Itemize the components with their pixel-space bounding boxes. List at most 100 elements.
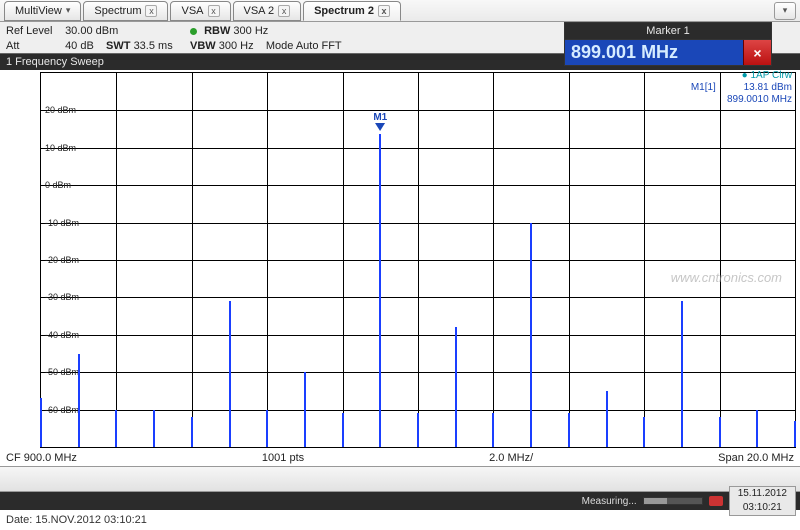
att: Att 40 dB SWT 33.5 ms <box>6 39 186 54</box>
marker-dbm: 13.81 dBm <box>744 82 792 93</box>
spectrum-spike <box>266 410 268 447</box>
mode-value: Auto FFT <box>296 40 342 52</box>
spectrum-spike <box>530 223 532 447</box>
spectrum-spike <box>115 410 117 447</box>
coupled-indicator-icon <box>190 28 197 35</box>
gridline-vertical <box>192 73 193 447</box>
gridline-vertical <box>493 73 494 447</box>
step: 2.0 MHz/ <box>489 452 533 464</box>
close-icon[interactable]: x <box>208 5 220 17</box>
marker-label: M1[1] <box>691 82 716 93</box>
spectrum-spike <box>794 421 796 447</box>
y-axis-label: 20 dBm <box>45 105 76 115</box>
gridline-vertical <box>644 73 645 447</box>
mode-label: Mode <box>266 40 294 52</box>
gridline-vertical <box>343 73 344 447</box>
tab-spectrum[interactable]: Spectrum x <box>83 1 168 21</box>
spectrum-spike <box>492 413 494 447</box>
marker-body: 899.001 MHz × <box>564 40 772 66</box>
gridline-vertical <box>569 73 570 447</box>
ref-level-label: Ref Level <box>6 24 62 39</box>
datetime: 15.11.2012 03:10:21 <box>729 486 796 516</box>
y-axis-label: -30 dBm <box>45 292 79 302</box>
gridline-vertical <box>720 73 721 447</box>
tab-label: MultiView <box>15 5 62 17</box>
measure-progress <box>643 497 703 505</box>
spectrum-spike <box>643 417 645 447</box>
marker-close-button[interactable]: × <box>743 40 771 65</box>
tab-vsa[interactable]: VSA x <box>170 1 230 21</box>
trace-mode: ● 1AP Clrw <box>691 70 792 82</box>
att-value: 40 dB <box>65 40 94 52</box>
y-axis-label: 0 dBm <box>45 180 71 190</box>
swt-value: 33.5 ms <box>134 40 173 52</box>
y-axis-label: -10 dBm <box>45 218 79 228</box>
x-axis-info: CF 900.0 MHz 1001 pts 2.0 MHz/ Span 20.0… <box>6 452 794 464</box>
footer-date: Date: 15.NOV.2012 03:10:21 <box>0 510 800 530</box>
status-time: 03:10:21 <box>738 501 787 515</box>
status-bar: Measuring... 15.11.2012 03:10:21 <box>0 492 800 510</box>
rbw-label: RBW <box>204 25 230 37</box>
ref-level-value: 30.00 dBm <box>65 25 118 37</box>
spectrum-spike <box>455 327 457 447</box>
ref-level: Ref Level 30.00 dBm <box>6 24 186 39</box>
marker-triangle-icon <box>375 123 385 131</box>
marker-panel[interactable]: Marker 1 899.001 MHz × <box>564 22 772 66</box>
network-icon <box>709 496 723 506</box>
tab-vsa2[interactable]: VSA 2 x <box>233 1 302 21</box>
tab-bar: MultiView ▾ Spectrum x VSA x VSA 2 x Spe… <box>0 0 800 22</box>
chevron-down-icon: ▾ <box>66 5 71 16</box>
close-icon[interactable]: x <box>145 5 157 17</box>
marker-title: Marker 1 <box>564 22 772 40</box>
spectrum-spike <box>78 354 80 448</box>
tab-label: VSA 2 <box>244 5 275 17</box>
tab-label: Spectrum <box>94 5 141 17</box>
y-axis-label: -50 dBm <box>45 367 79 377</box>
gridline-vertical <box>418 73 419 447</box>
y-axis-label: -60 dBm <box>45 405 79 415</box>
points: 1001 pts <box>262 452 304 464</box>
measuring-label: Measuring... <box>582 496 637 507</box>
marker-m1[interactable]: M1 <box>373 112 387 131</box>
swt-label: SWT <box>106 40 130 52</box>
marker-label: M1 <box>373 112 387 123</box>
rbw-value: 300 Hz <box>233 25 268 37</box>
spectrum-spike <box>379 134 381 447</box>
watermark: www.cntronics.com <box>671 270 782 285</box>
spectrum-chart: 20 dBm 10 dBm 0 dBm -10 dBm -20 dBm -30 dBm -4… <box>0 70 800 466</box>
status-date: 15.11.2012 <box>738 487 787 501</box>
y-axis-label: 10 dBm <box>45 143 76 153</box>
marker-freq: 899.0010 MHz <box>691 94 792 106</box>
y-axis-label: -20 dBm <box>45 255 79 265</box>
close-icon[interactable]: x <box>278 5 290 17</box>
spectrum-spike <box>681 301 683 447</box>
rbw: RBW 300 Hz <box>190 24 350 39</box>
progress-fill <box>644 498 667 504</box>
vbw-value: 300 Hz <box>219 40 254 52</box>
spectrum-spike <box>40 398 42 447</box>
spectrum-spike <box>229 301 231 447</box>
tabs-dropdown-button[interactable]: ▾ <box>774 2 796 20</box>
marker-value[interactable]: 899.001 MHz <box>565 40 743 65</box>
spectrum-spike <box>756 410 758 447</box>
vbw: VBW 300 Hz Mode Auto FFT <box>190 39 350 54</box>
att-label: Att <box>6 39 62 54</box>
tab-spectrum2[interactable]: Spectrum 2 x <box>303 1 401 21</box>
empty <box>354 24 534 39</box>
vbw-label: VBW <box>190 40 216 52</box>
gridline-vertical <box>267 73 268 447</box>
spectrum-spike <box>342 413 344 447</box>
tab-label: Spectrum 2 <box>314 5 374 17</box>
spectrum-spike <box>153 410 155 447</box>
spectrum-spike <box>719 417 721 447</box>
tab-label: VSA <box>181 5 203 17</box>
chevron-down-icon: ▾ <box>783 5 788 16</box>
spectrum-spike <box>606 391 608 447</box>
chart-grid[interactable]: 20 dBm 10 dBm 0 dBm -10 dBm -20 dBm -30 dBm -4… <box>40 72 796 448</box>
bottom-toolbar <box>0 466 800 492</box>
tab-multiview[interactable]: MultiView ▾ <box>4 1 81 21</box>
center-freq: CF 900.0 MHz <box>6 452 77 464</box>
y-axis-label: -40 dBm <box>45 330 79 340</box>
close-icon[interactable]: x <box>378 5 390 17</box>
spectrum-spike <box>191 417 193 447</box>
